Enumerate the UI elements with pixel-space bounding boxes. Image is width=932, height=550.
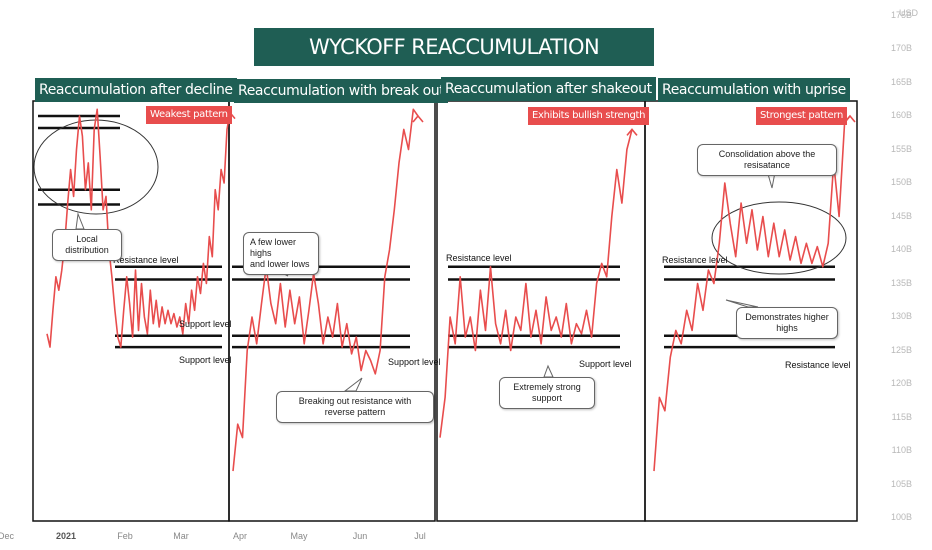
x-tick-label: May (290, 531, 308, 541)
x-tick-label: 2021 (55, 531, 77, 541)
callout-pointer-4 (543, 364, 554, 378)
panel-2-support-label: Support level (388, 357, 441, 367)
y-tick-label: 135B (890, 277, 912, 288)
local-distribution-ellipse (33, 119, 159, 215)
panel-3-frame (436, 100, 646, 522)
panel-1-support-label-upper: Support level (179, 319, 232, 329)
y-tick-label: 125B (890, 344, 912, 355)
callout-lower-highs: A few lower highs and lower lows (243, 232, 319, 275)
x-tick-label: Apr (232, 531, 248, 541)
x-tick-label: Mar (173, 531, 189, 541)
panel-4-tag: Strongest pattern (756, 107, 848, 125)
x-tick-label: Jun (352, 531, 368, 541)
panel-2-heading: Reaccumulation with break out (234, 79, 449, 103)
panel-4-price-line (653, 115, 851, 472)
panel-2-arrow-head (412, 114, 424, 123)
panel-1-heading: Reaccumulation after decline (35, 78, 237, 102)
panel-3-tag: Exhibits bullish strength (528, 107, 650, 125)
y-axis-unit: USD (898, 8, 918, 18)
panel-4-resistance-label-lower: Resistance level (785, 360, 851, 370)
panel-1-tag: Weakest pattern (146, 106, 232, 124)
panel-3-resistance-label: Resistance level (446, 253, 512, 263)
y-tick-label: 105B (890, 478, 912, 489)
y-tick-label: 100B (890, 512, 912, 522)
y-tick-label: 150B (890, 177, 912, 187)
y-tick-label: 155B (890, 143, 912, 154)
x-tick-label: Feb (117, 531, 133, 541)
x-tick-label: Dec (0, 531, 15, 541)
consolidation-ellipse (711, 201, 847, 275)
panel-3-arrow-head (626, 128, 638, 136)
panel-1-price-line (46, 108, 231, 348)
panel-4-heading: Reaccumulation with uprise (658, 78, 850, 102)
y-tick-label: 140B (890, 244, 912, 254)
panel-1-resistance-label: Resistance level (113, 255, 179, 265)
x-tick-label: Jul (414, 531, 426, 541)
callout-strong-support: Extremely strong support (499, 377, 595, 409)
y-tick-label: 165B (890, 76, 912, 87)
callout-local-distribution: Local distribution (52, 229, 122, 261)
callout-pointer-1 (75, 212, 85, 230)
panel-2-price-line (232, 108, 419, 472)
panel-3-support-label: Support level (579, 359, 632, 369)
y-tick-label: 115B (891, 411, 912, 422)
panel-4-resistance-label-upper: Resistance level (662, 255, 728, 265)
y-tick-label: 110B (891, 445, 912, 455)
y-tick-label: 175B (890, 9, 912, 20)
y-tick-label: 145B (890, 210, 912, 221)
y-tick-label: 160B (890, 110, 912, 120)
panel-3-price-line (439, 129, 633, 438)
callout-consolidation: Consolidation above the resisatance (697, 144, 837, 176)
callout-higher-highs: Demonstrates higher highs (736, 307, 838, 339)
callout-pointer-6 (725, 299, 759, 308)
y-tick-label: 120B (890, 378, 912, 388)
chart-title: WYCKOFF REACCUMULATION CHEATSHEET (254, 28, 654, 97)
callout-breaking-out: Breaking out resistance with reverse pat… (276, 391, 434, 423)
y-tick-label: 170B (890, 43, 912, 53)
panel-3-heading: Reaccumulation after shakeout (441, 77, 656, 101)
callout-pointer-3 (343, 377, 363, 392)
panel-1-support-label-lower: Support level (179, 355, 232, 365)
y-tick-label: 130B (890, 311, 912, 321)
